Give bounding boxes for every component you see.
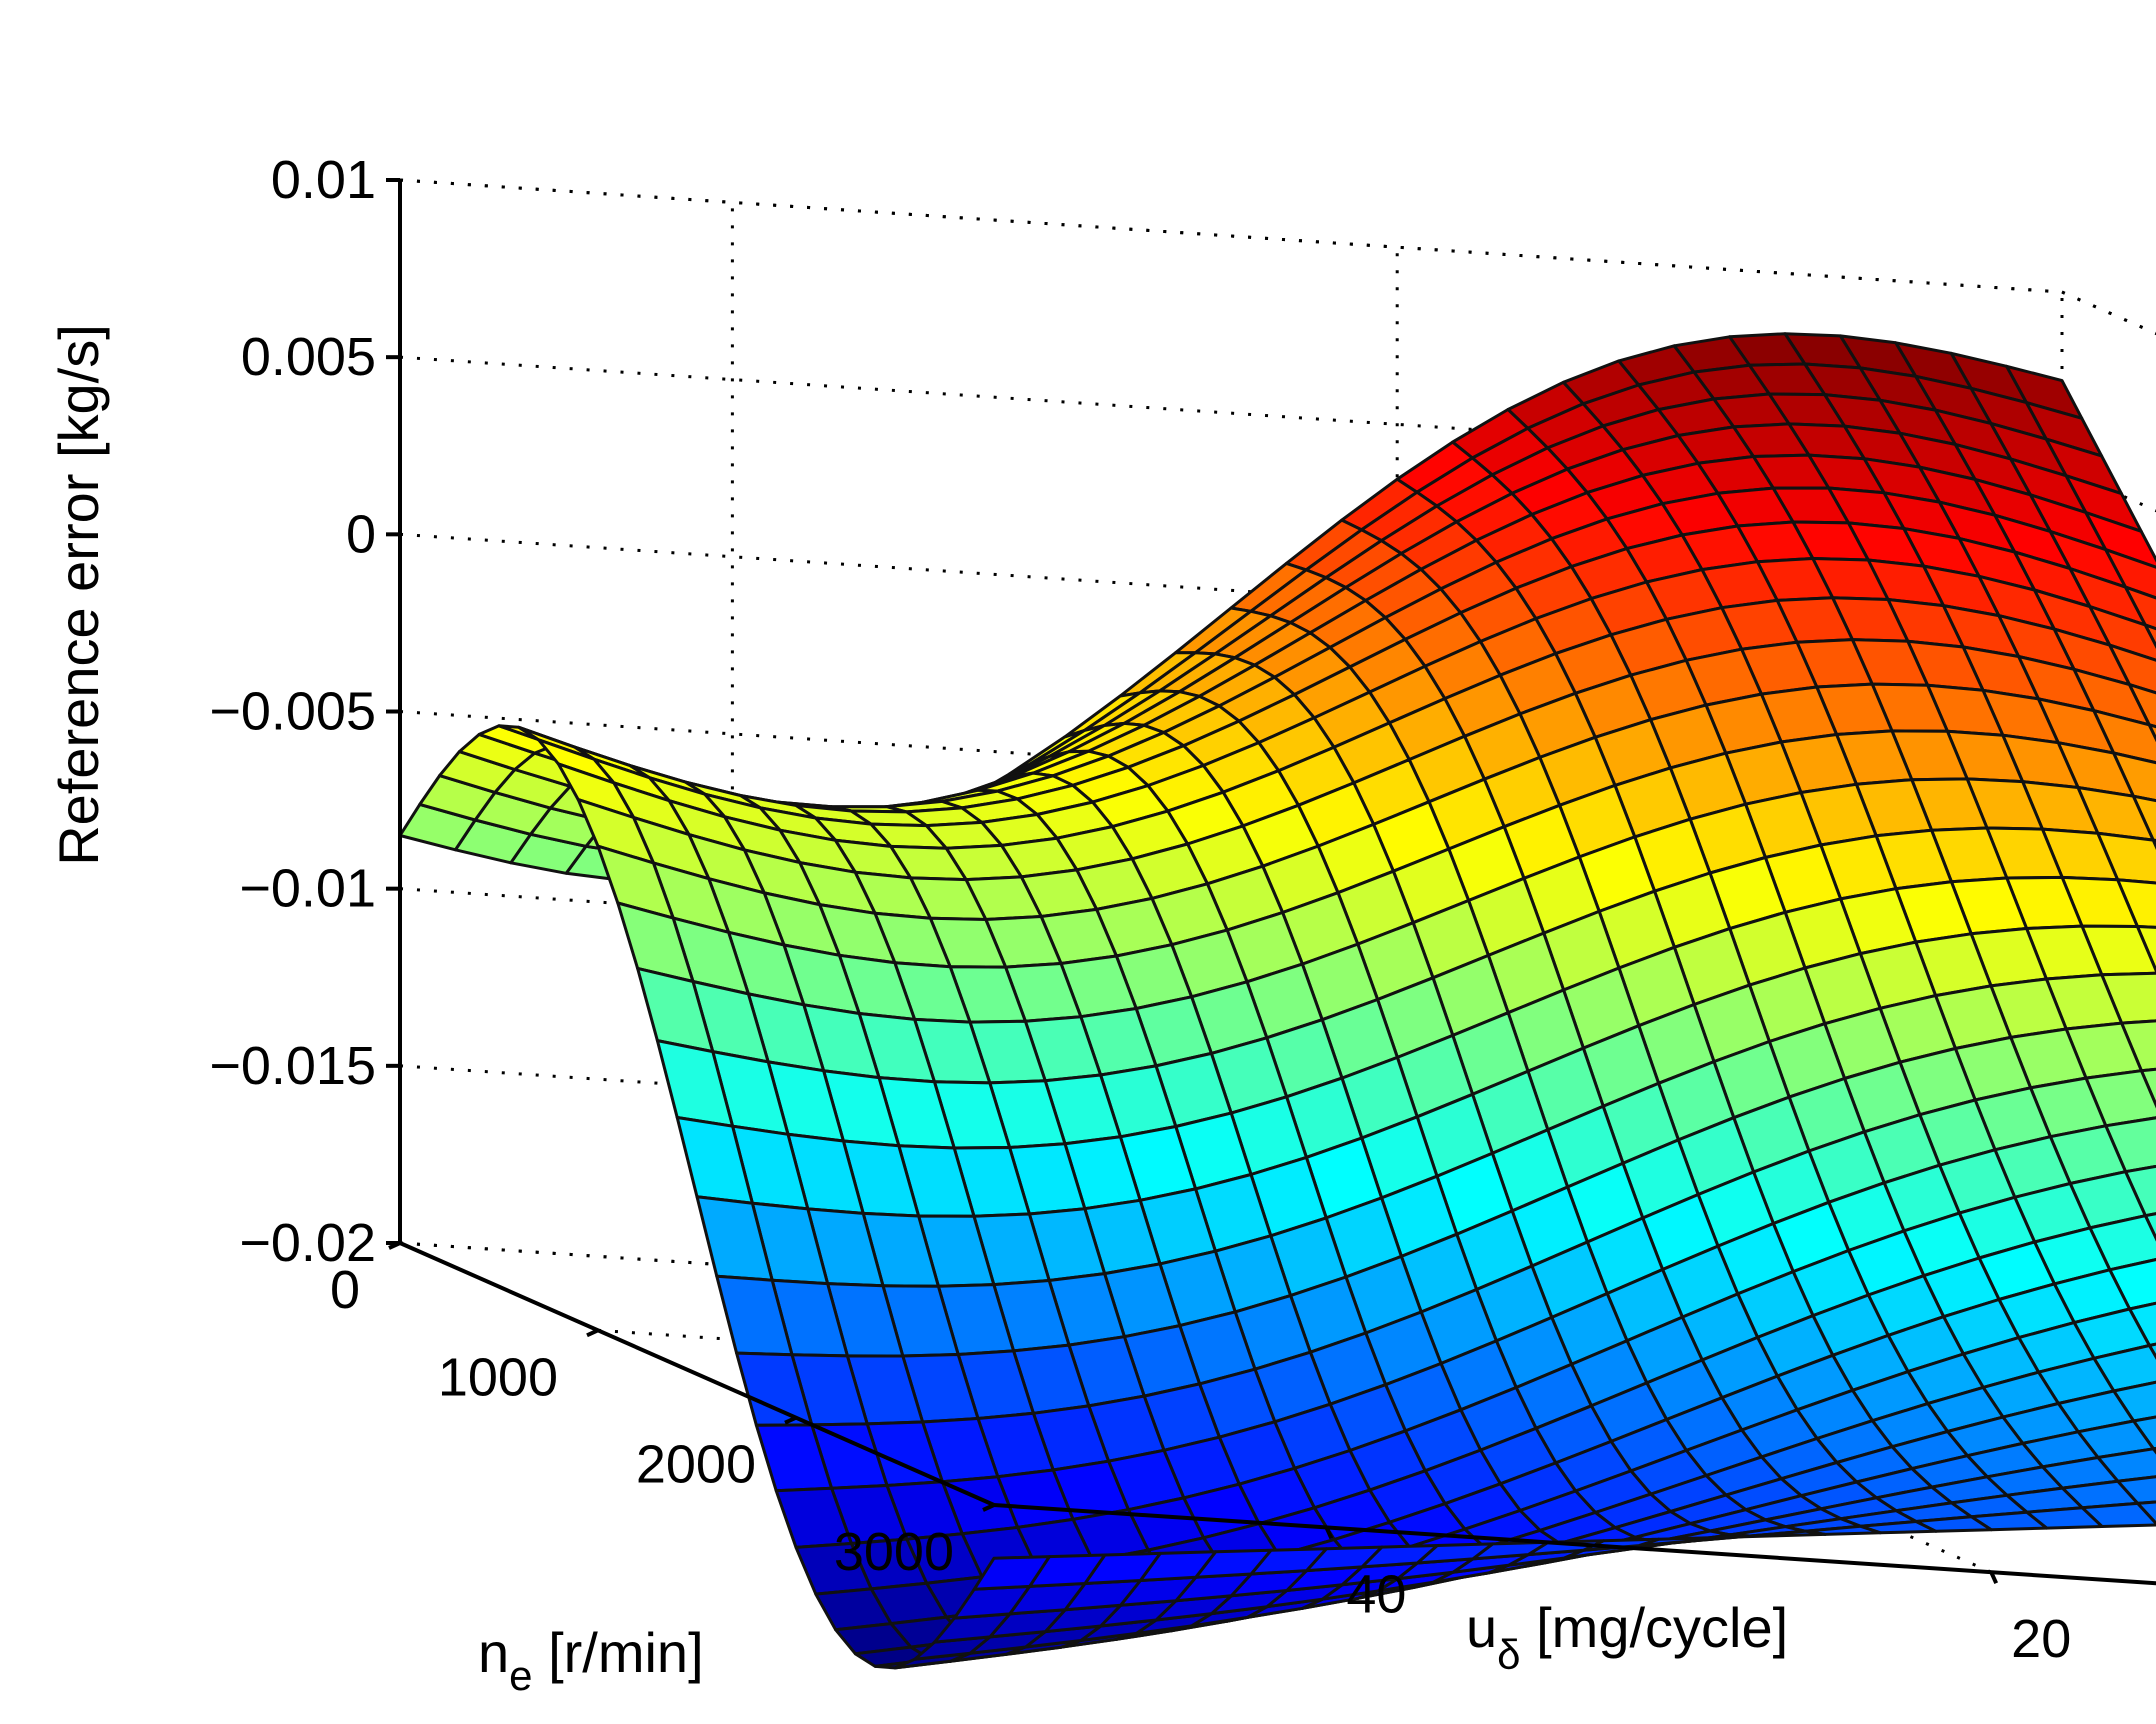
x-tick bbox=[784, 1415, 797, 1425]
z-axis-title: Reference error [kg/s] bbox=[47, 324, 110, 866]
x-tick-label: 2000 bbox=[636, 1435, 756, 1495]
x-tick-label: 0 bbox=[330, 1260, 360, 1320]
z-tick-label: −0.005 bbox=[209, 682, 376, 742]
grid-line-top-back bbox=[399, 178, 2063, 294]
z-tick-label: −0.015 bbox=[209, 1036, 376, 1096]
y-axis-title-rest: [mg/cycle] bbox=[1521, 1596, 1789, 1659]
y-axis-title-sub: δ bbox=[1497, 1631, 1520, 1678]
y-tick bbox=[1324, 1526, 1334, 1540]
z-tick-label: 0 bbox=[346, 504, 376, 564]
y-tick bbox=[1989, 1571, 1999, 1585]
y-axis-title: uδ [mg/cycle] bbox=[1466, 1596, 1788, 1678]
x-tick bbox=[586, 1328, 599, 1338]
x-axis-title-rest: [r/min] bbox=[533, 1621, 704, 1684]
x-tick bbox=[388, 1241, 401, 1250]
x-axis-title-sub: e bbox=[509, 1652, 532, 1699]
x-tick-label: 3000 bbox=[834, 1522, 954, 1582]
z-tick-label: −0.02 bbox=[239, 1213, 376, 1273]
x-axis-line bbox=[399, 1241, 995, 1507]
z-tick-label: 0.01 bbox=[271, 150, 376, 210]
axes bbox=[386, 178, 2156, 1586]
y-axis-title-main: u bbox=[1466, 1596, 1497, 1659]
z-tick-label: 0.005 bbox=[241, 327, 376, 387]
y-tick-label: 20 bbox=[2011, 1609, 2071, 1669]
x-tick-label: 1000 bbox=[438, 1347, 558, 1407]
surface-cell bbox=[972, 1555, 1051, 1591]
grid-line-z-back bbox=[399, 178, 2063, 294]
y-tick-label: 40 bbox=[1346, 1564, 1406, 1624]
x-axis-title-main: n bbox=[478, 1621, 509, 1684]
z-tick-label: −0.01 bbox=[239, 859, 376, 919]
y-axis-line bbox=[993, 1503, 2156, 1586]
x-tick bbox=[982, 1503, 995, 1512]
surface-mesh bbox=[398, 332, 2156, 1670]
x-axis-title: ne [r/min] bbox=[478, 1621, 704, 1699]
tick-labels: −0.02 −0.015 −0.01 −0.005 0 0.005 0.01 0 1000 200… bbox=[209, 150, 2071, 1669]
